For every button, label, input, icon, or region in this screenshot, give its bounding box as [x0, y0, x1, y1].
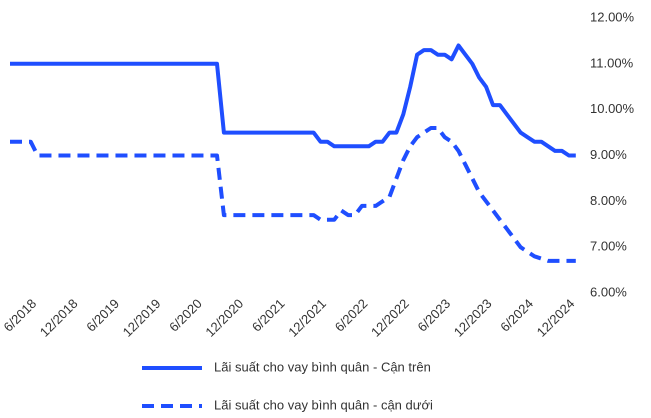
x-tick-label: 12/2019	[120, 296, 164, 340]
series-line	[10, 126, 576, 263]
y-tick-label: 9.00%	[590, 147, 627, 162]
x-tick-label: 6/2021	[249, 296, 288, 335]
x-tick-label: 12/2022	[368, 296, 412, 340]
x-tick-label: 12/2021	[285, 296, 329, 340]
x-tick-label: 6/2024	[497, 296, 536, 335]
x-tick-label: 6/2022	[332, 296, 371, 335]
x-tick-label: 6/2020	[166, 296, 205, 335]
x-tick-label: 6/2018	[1, 296, 40, 335]
legend-label: Lãi suất cho vay bình quân - Cận trên	[214, 359, 431, 374]
y-tick-label: 8.00%	[590, 193, 627, 208]
y-tick-label: 11.00%	[590, 55, 634, 70]
y-tick-label: 7.00%	[590, 239, 627, 254]
legend-label: Lãi suất cho vay bình quân - cận dưới	[214, 397, 433, 412]
x-tick-label: 12/2020	[202, 296, 246, 340]
x-tick-label: 12/2024	[534, 296, 578, 340]
x-tick-label: 12/2023	[451, 296, 495, 340]
series-line	[10, 43, 576, 158]
x-tick-label: 6/2023	[415, 296, 454, 335]
x-tick-label: 6/2019	[83, 296, 122, 335]
y-tick-label: 6.00%	[590, 284, 627, 299]
x-tick-label: 12/2018	[37, 296, 81, 340]
y-tick-label: 12.00%	[590, 9, 635, 24]
y-tick-label: 10.00%	[590, 101, 635, 116]
